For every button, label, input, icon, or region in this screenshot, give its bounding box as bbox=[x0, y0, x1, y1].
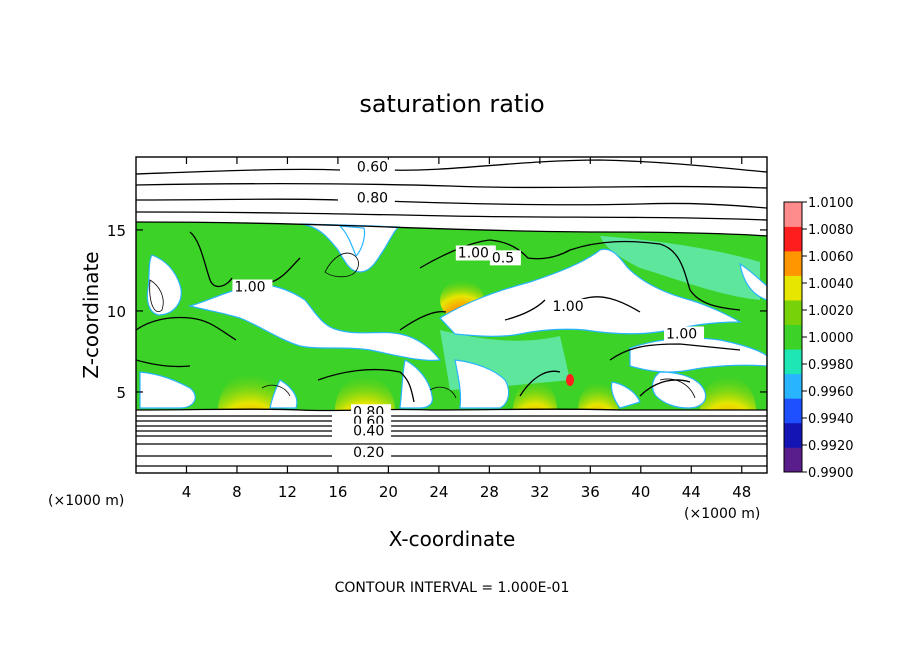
dry-region bbox=[399, 359, 433, 409]
x-tick-label: 36 bbox=[581, 483, 600, 501]
colorbar-tick-label: 1.0060 bbox=[808, 250, 854, 265]
contour-label: 0.60 bbox=[357, 160, 388, 176]
dry-region bbox=[187, 284, 442, 361]
colorbar-tick-label: 1.0080 bbox=[808, 223, 854, 238]
contour-labels: 0.600.801.001.00 0.51.001.000.800.600.400… bbox=[232, 159, 705, 461]
y-ticks: 5 10 15 bbox=[107, 222, 767, 402]
colorbar-swatch bbox=[784, 398, 802, 424]
contour-1.00 bbox=[136, 316, 237, 368]
subsaturated-teal-patch bbox=[600, 236, 760, 300]
dry-region bbox=[146, 254, 182, 316]
x-tick-label: 8 bbox=[232, 483, 242, 501]
plot-field bbox=[136, 157, 767, 473]
contour-interval-note: CONTOUR INTERVAL = 1.000E-01 bbox=[335, 580, 570, 596]
dry-region bbox=[439, 248, 743, 337]
contour-cloud-top bbox=[136, 221, 767, 237]
contour-label: 0.20 bbox=[353, 445, 384, 461]
contour-1.00 bbox=[519, 370, 691, 397]
x-tick-label: 44 bbox=[682, 483, 701, 501]
contour-label-gap bbox=[351, 423, 392, 439]
contour-upper bbox=[136, 182, 767, 189]
x-tick-label: 48 bbox=[732, 483, 751, 501]
x-tick-label: 32 bbox=[530, 483, 549, 501]
contour-label: 1.00 bbox=[666, 326, 697, 342]
dry-region bbox=[299, 223, 401, 273]
upper-dry-layer bbox=[136, 157, 767, 221]
x-tick-label: 24 bbox=[429, 483, 448, 501]
x-tick-label: 16 bbox=[328, 483, 347, 501]
colorbar-tick-label: 0.9960 bbox=[808, 385, 854, 400]
contour-label-gap bbox=[351, 444, 392, 460]
colorbar-tick-label: 1.0000 bbox=[808, 331, 854, 346]
lower-dry-layer bbox=[136, 410, 767, 473]
contour-label-gap bbox=[489, 250, 521, 266]
contour-lines bbox=[136, 159, 767, 467]
y-tick-label: 5 bbox=[116, 384, 126, 402]
colorbar-swatch bbox=[784, 275, 802, 301]
contour-label-gap bbox=[550, 298, 591, 314]
upper-dry-edge bbox=[136, 221, 767, 235]
colorbar-swatch bbox=[784, 300, 802, 326]
dry-region bbox=[338, 225, 366, 258]
x-tick-label: 40 bbox=[631, 483, 650, 501]
contour-1.00 bbox=[504, 296, 641, 321]
colorbar-swatch bbox=[784, 422, 802, 448]
hot-spot bbox=[566, 374, 574, 386]
contour-label: 1.00 bbox=[458, 245, 489, 261]
contour-label: 0.80 bbox=[357, 190, 388, 206]
x-tick-label: 12 bbox=[278, 483, 297, 501]
y-tick-label: 10 bbox=[107, 303, 126, 321]
plot-frame bbox=[135, 156, 768, 474]
contour-1.00 bbox=[317, 310, 447, 403]
contour-label: 0.5 bbox=[492, 250, 514, 266]
y-axis-label: Z-coordinate bbox=[79, 251, 103, 378]
colorbar-tick-label: 1.0100 bbox=[808, 196, 854, 211]
contour-0.80 bbox=[136, 198, 767, 209]
x-unit-left: (×1000 m) bbox=[48, 493, 124, 509]
colorbar-tick-label: 0.9900 bbox=[808, 466, 854, 481]
contour-1.00 bbox=[419, 239, 741, 311]
colorbar-swatch bbox=[784, 349, 802, 375]
colorbar-swatch bbox=[784, 324, 802, 350]
dry-region bbox=[139, 371, 196, 409]
contour-label: 0.40 bbox=[353, 424, 384, 440]
colorbar-swatch bbox=[784, 251, 802, 276]
contour-label-gap bbox=[664, 326, 705, 342]
dry-region bbox=[610, 381, 641, 409]
dry-region bbox=[454, 359, 510, 409]
contour-upper bbox=[136, 211, 767, 221]
contour-0.60 bbox=[136, 159, 767, 175]
colorbar-swatch bbox=[784, 373, 802, 399]
colorbar-swatch bbox=[784, 447, 802, 473]
x-tick-label: 20 bbox=[379, 483, 398, 501]
x-unit-right: (×1000 m) bbox=[684, 506, 760, 522]
contour-cloud-base bbox=[136, 408, 767, 412]
x-tick-label: 28 bbox=[480, 483, 499, 501]
contour-label: 1.00 bbox=[552, 299, 583, 315]
contour-thin-lines bbox=[149, 252, 696, 399]
x-ticks: 4 8 12 16 20 24 28 32 36 40 44 48 bbox=[182, 157, 751, 501]
dry-region bbox=[739, 262, 767, 301]
dry-region bbox=[269, 379, 298, 409]
colorbar-tick-label: 0.9940 bbox=[808, 412, 854, 427]
chart-title: saturation ratio bbox=[359, 90, 544, 118]
contour-label-gap bbox=[354, 159, 395, 175]
contour-label-gap bbox=[455, 245, 496, 261]
x-tick-label: 4 bbox=[182, 483, 192, 501]
colorbar-swatch bbox=[784, 226, 802, 252]
contour-1.00 bbox=[609, 343, 741, 361]
colorbar-tick-label: 1.0020 bbox=[808, 304, 854, 319]
y-tick-label: 15 bbox=[107, 222, 126, 240]
colorbar-tick-label: 0.9920 bbox=[808, 439, 854, 454]
colorbar: 0.9900 0.9920 0.9940 0.9960 0.9980 1.0000 1.00… bbox=[783, 196, 854, 481]
colorbar-tick-label: 1.0040 bbox=[808, 277, 854, 292]
contour-label-gap bbox=[354, 190, 395, 206]
x-axis-label: X-coordinate bbox=[389, 527, 516, 551]
contour-label-gap bbox=[232, 279, 273, 295]
colorbar-swatch bbox=[784, 202, 802, 227]
contour-label: 1.00 bbox=[234, 280, 265, 296]
colorbar-tick-label: 0.9980 bbox=[808, 358, 854, 373]
